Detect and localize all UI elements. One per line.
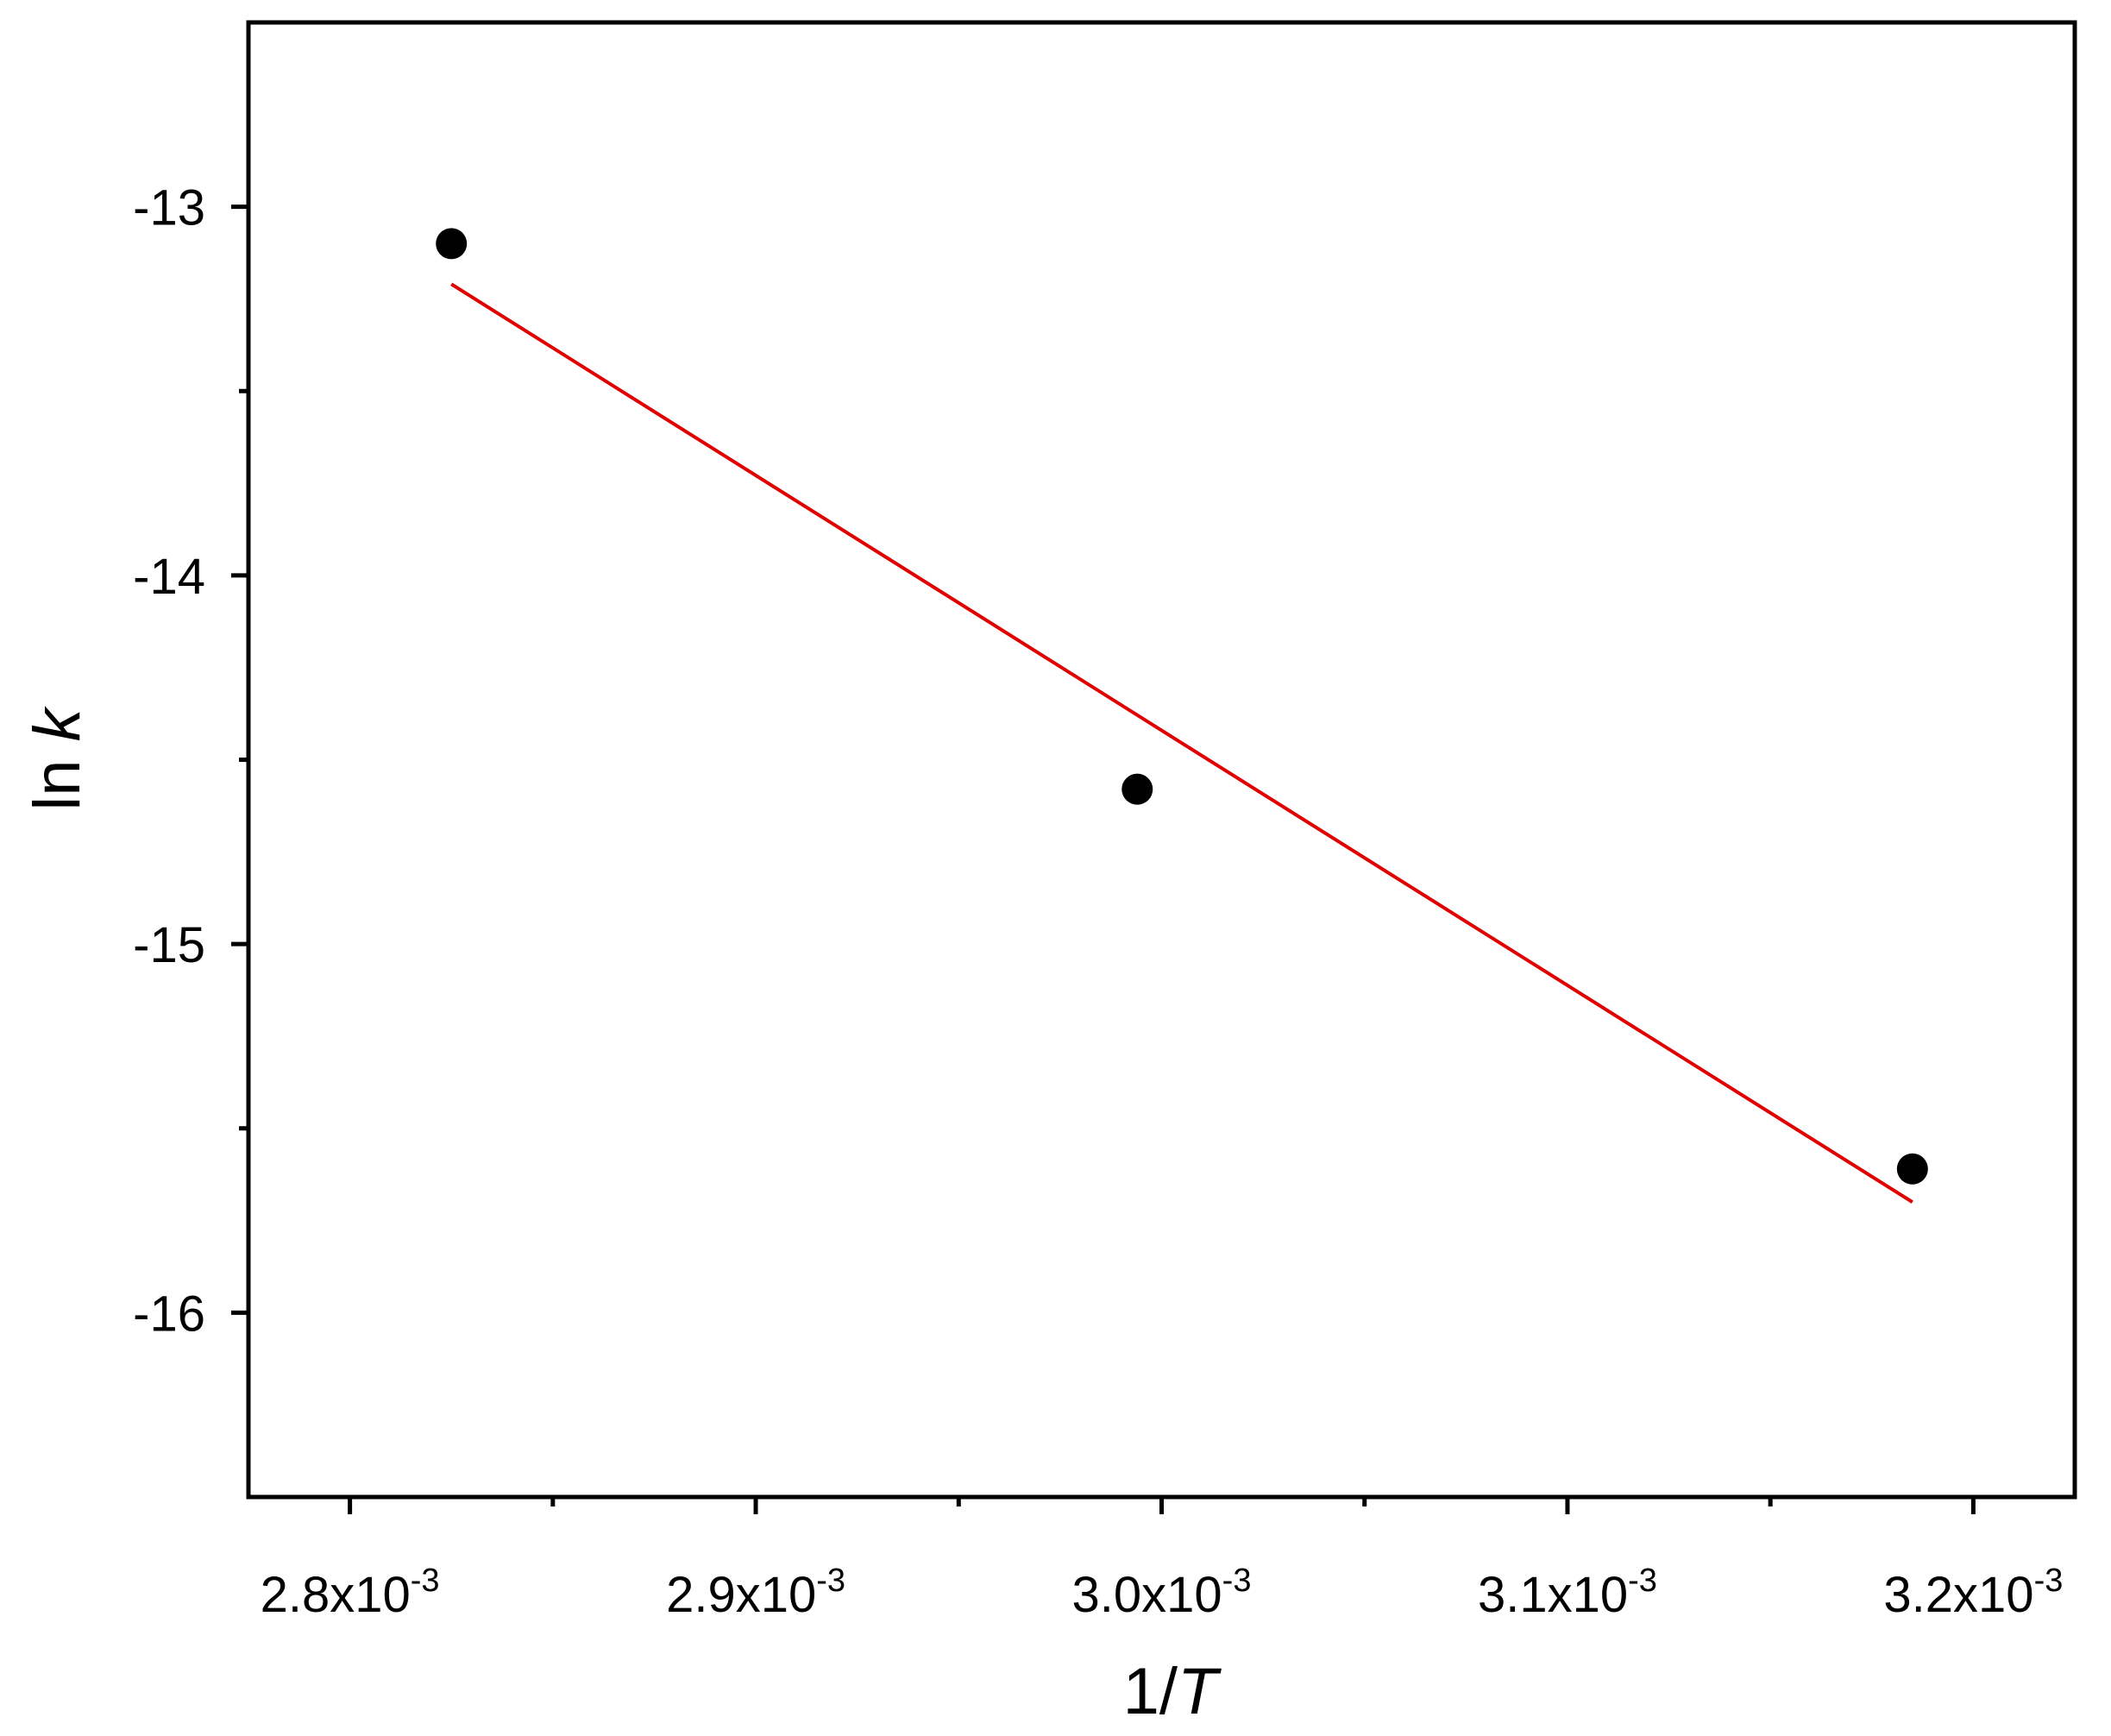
x-tick-mantissa: 3.2x10 [1883, 1567, 2033, 1623]
x-tick-label: 2.9x10-3 [666, 1563, 845, 1623]
x-tick-label: 2.8x10-3 [261, 1563, 440, 1623]
x-tick-label: 3.1x10-3 [1478, 1563, 1657, 1623]
y-axis-title: ln k [21, 705, 94, 810]
y-tick-label: -15 [133, 917, 205, 973]
x-tick-exponent: -3 [411, 1563, 440, 1599]
y-axis-title-plain: ln [21, 741, 94, 810]
data-point [1896, 1153, 1928, 1185]
x-tick-exponent: -3 [2034, 1563, 2064, 1599]
x-tick-exponent: -3 [1222, 1563, 1252, 1599]
x-tick-mantissa: 3.1x10 [1478, 1567, 1628, 1623]
x-tick-mantissa: 2.9x10 [666, 1567, 816, 1623]
x-axis-title: 1/T [1123, 1655, 1222, 1728]
y-tick-label: -13 [133, 180, 205, 236]
x-tick-label: 3.2x10-3 [1883, 1563, 2063, 1623]
x-tick-mantissa: 3.0x10 [1072, 1567, 1222, 1623]
x-tick-exponent: -3 [1628, 1563, 1657, 1599]
x-axis-title-plain: 1/ [1123, 1655, 1178, 1728]
y-tick-label: -14 [133, 549, 205, 605]
x-tick-exponent: -3 [816, 1563, 845, 1599]
x-tick-label: 3.0x10-3 [1072, 1563, 1252, 1623]
y-axis-title-italic: k [21, 705, 94, 741]
data-point [1121, 773, 1153, 805]
tick-labels: 2.8x10-3 2.9x10-3 3.0x10-3 3.1x10-3 3.2x10-3… [133, 180, 2063, 1623]
data-series [436, 228, 1928, 1204]
x-tick-mantissa: 2.8x10 [261, 1567, 411, 1623]
data-point [436, 228, 468, 260]
y-tick-label: -16 [133, 1286, 205, 1342]
linear-fit-line [450, 282, 1913, 1204]
plot-frame [246, 20, 2077, 1500]
x-axis-title-italic: T [1178, 1655, 1222, 1728]
